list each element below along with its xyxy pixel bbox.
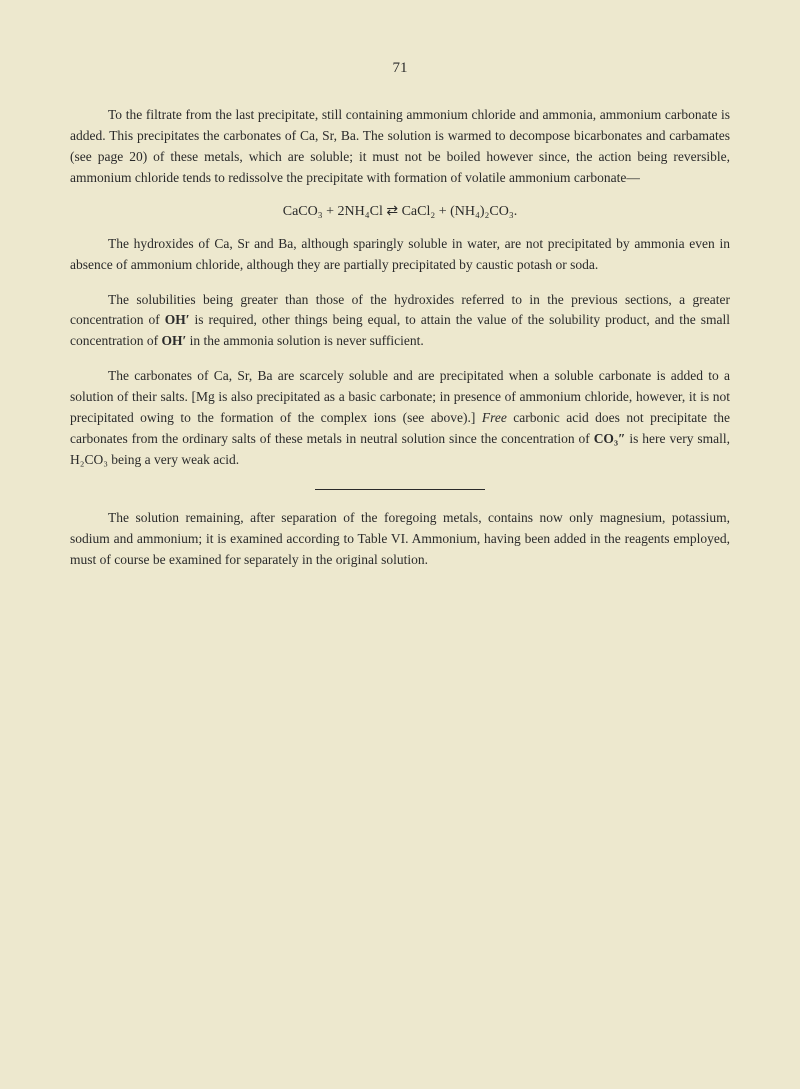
chemical-equation: CaCO₃ + 2NH₄Cl ⇄ CaCl₂ + (NH₄)₂CO₃. — [70, 203, 730, 220]
chemical-symbol: OH′ — [161, 333, 186, 348]
section-separator — [315, 489, 485, 490]
chemical-symbol: OH′ — [165, 312, 190, 327]
paragraph-5: The solution remaining, after separation… — [70, 508, 730, 571]
page-number: 71 — [70, 60, 730, 77]
paragraph-4: The carbonates of Ca, Sr, Ba are scarcel… — [70, 366, 730, 471]
paragraph-3: The solubilities being greater than thos… — [70, 290, 730, 353]
document-page: 71 To the filtrate from the last precipi… — [0, 0, 800, 645]
paragraph-1: To the filtrate from the last precipitat… — [70, 105, 730, 189]
paragraph-2: The hydroxides of Ca, Sr and Ba, althoug… — [70, 234, 730, 276]
text-segment: in the ammonia solution is never suffici… — [186, 333, 423, 348]
chemical-symbol: CO₃″ — [594, 431, 626, 446]
italic-text: Free — [482, 410, 507, 425]
